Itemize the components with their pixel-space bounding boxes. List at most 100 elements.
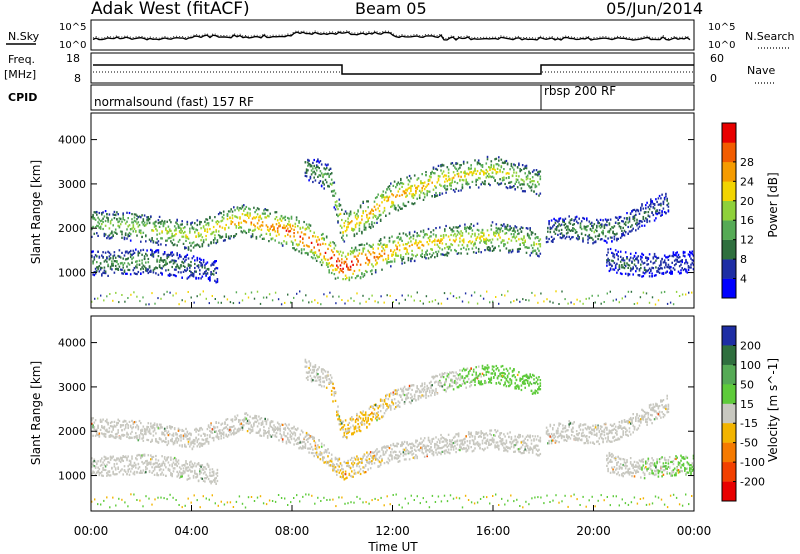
data-cell bbox=[113, 251, 116, 254]
data-cell bbox=[201, 444, 204, 447]
data-cell bbox=[373, 221, 376, 225]
data-cell bbox=[338, 202, 341, 206]
data-cell bbox=[351, 251, 353, 254]
data-cell bbox=[184, 443, 186, 446]
data-cell bbox=[171, 259, 173, 262]
data-cell bbox=[617, 258, 619, 261]
data-cell bbox=[589, 222, 592, 225]
data-cell bbox=[428, 448, 431, 451]
data-cell bbox=[371, 263, 373, 266]
data-cell bbox=[317, 455, 319, 458]
data-cell bbox=[337, 220, 339, 223]
data-cell bbox=[646, 220, 648, 224]
data-cell bbox=[151, 427, 153, 430]
data-cell bbox=[479, 294, 482, 297]
data-cell bbox=[353, 462, 356, 465]
data-cell bbox=[677, 256, 680, 259]
data-cell bbox=[436, 194, 439, 197]
data-cell bbox=[451, 439, 454, 442]
data-cell bbox=[475, 431, 477, 434]
data-cell bbox=[673, 268, 676, 271]
data-cell bbox=[459, 449, 461, 452]
data-cell bbox=[658, 203, 661, 206]
data-cell bbox=[437, 438, 440, 441]
data-cell bbox=[215, 229, 217, 232]
data-cell bbox=[499, 440, 501, 443]
data-cell bbox=[298, 250, 300, 253]
data-cell bbox=[421, 441, 423, 444]
data-cell bbox=[441, 172, 444, 175]
data-cell bbox=[627, 274, 629, 277]
data-cell bbox=[280, 434, 283, 437]
data-cell bbox=[613, 261, 616, 264]
data-cell bbox=[293, 296, 295, 299]
data-cell bbox=[513, 446, 515, 449]
data-cell bbox=[386, 188, 388, 191]
data-cell bbox=[520, 452, 523, 455]
data-cell bbox=[503, 244, 505, 248]
data-cell bbox=[290, 227, 293, 230]
data-cell bbox=[339, 264, 342, 267]
data-cell bbox=[150, 240, 152, 243]
data-cell bbox=[332, 465, 334, 468]
data-cell bbox=[258, 208, 260, 211]
data-cell bbox=[459, 178, 461, 181]
colorbar-swatch bbox=[722, 200, 736, 221]
data-cell bbox=[303, 220, 305, 224]
data-cell bbox=[511, 248, 514, 251]
colorbar-tick-label: 28 bbox=[740, 156, 754, 169]
data-cell bbox=[364, 253, 367, 256]
data-cell bbox=[201, 243, 204, 246]
data-cell bbox=[661, 210, 663, 213]
colorbar-tick-label: 16 bbox=[740, 214, 754, 227]
data-cell bbox=[177, 438, 180, 441]
data-cell bbox=[388, 239, 391, 242]
data-cell bbox=[555, 227, 558, 230]
data-cell bbox=[172, 259, 175, 262]
data-cell bbox=[530, 189, 533, 192]
data-cell bbox=[403, 440, 406, 443]
data-cell bbox=[202, 290, 204, 293]
data-cell bbox=[623, 222, 626, 225]
data-cell bbox=[212, 263, 215, 266]
data-cell bbox=[142, 271, 145, 274]
data-cell bbox=[172, 434, 175, 437]
data-cell bbox=[623, 267, 626, 270]
data-cell bbox=[400, 444, 402, 447]
y-tick-label: 4000 bbox=[58, 134, 86, 147]
data-cell bbox=[280, 303, 283, 306]
data-cell bbox=[483, 433, 485, 436]
data-cell bbox=[199, 429, 201, 432]
data-cell bbox=[173, 261, 176, 264]
data-cell bbox=[94, 272, 97, 275]
data-cell bbox=[131, 213, 133, 216]
data-cell bbox=[420, 191, 422, 194]
data-cell bbox=[300, 429, 303, 432]
data-cell bbox=[608, 263, 611, 266]
data-cell bbox=[114, 433, 117, 436]
data-cell bbox=[392, 443, 395, 446]
data-cell bbox=[469, 227, 471, 230]
data-cell bbox=[111, 430, 113, 433]
data-cell bbox=[504, 160, 506, 164]
data-cell bbox=[403, 452, 406, 456]
data-cell bbox=[395, 195, 397, 198]
data-cell bbox=[423, 181, 426, 184]
data-cell bbox=[359, 472, 362, 476]
data-cell bbox=[524, 165, 526, 168]
data-cell bbox=[254, 225, 256, 228]
data-cell bbox=[416, 439, 418, 442]
data-cell bbox=[337, 468, 339, 471]
data-cell bbox=[323, 444, 325, 447]
data-cell bbox=[454, 240, 456, 243]
data-cell bbox=[470, 431, 472, 434]
data-cell bbox=[666, 256, 668, 259]
data-cell bbox=[377, 193, 379, 196]
data-cell bbox=[119, 256, 122, 259]
data-cell bbox=[413, 184, 416, 187]
data-cell bbox=[524, 240, 526, 243]
data-cell bbox=[529, 181, 531, 184]
data-cell bbox=[676, 260, 678, 263]
data-cell bbox=[111, 425, 113, 428]
data-cell bbox=[538, 448, 540, 451]
